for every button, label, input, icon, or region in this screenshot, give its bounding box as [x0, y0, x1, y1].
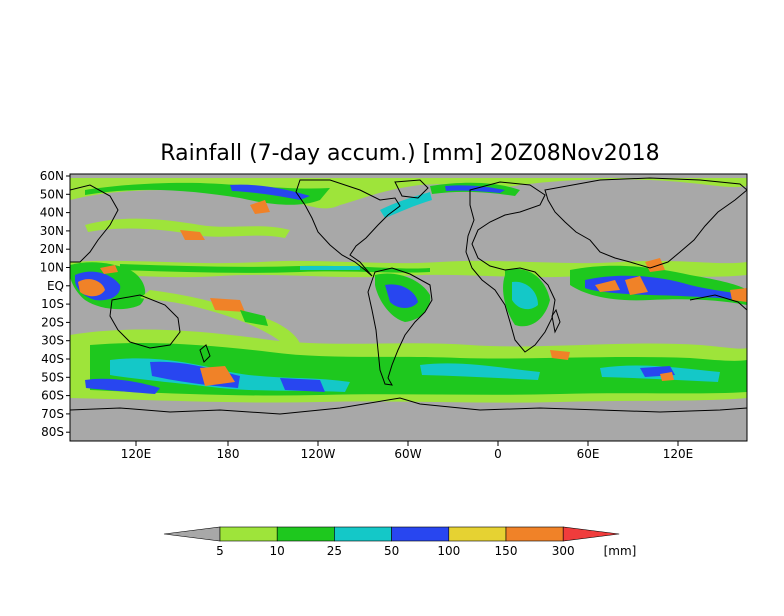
lon-label: 120W [301, 447, 336, 461]
lat-label: 60N [40, 169, 64, 183]
legend-swatch [276, 526, 335, 542]
lat-label: 30N [40, 224, 64, 238]
legend-tick-label: 300 [552, 544, 575, 558]
lat-label: 70S [41, 407, 64, 421]
lon-label: 0 [494, 447, 502, 461]
lon-label: 60E [577, 447, 600, 461]
legend-tick-label: 10 [270, 544, 285, 558]
lat-label: 80S [41, 425, 64, 439]
legend-tick-label: 50 [384, 544, 399, 558]
legend-arrow-high [562, 526, 620, 542]
lon-label: 120E [663, 447, 694, 461]
legend-swatch [448, 526, 507, 542]
legend-unit: [mm] [604, 544, 637, 558]
legend-tick-label: 5 [216, 544, 224, 558]
longitude-axis: 120E 180 120W 60W 0 60E 120E [121, 441, 694, 461]
lat-label: 30S [41, 334, 64, 348]
rainfall-field [70, 178, 747, 403]
lat-label: 10S [41, 297, 64, 311]
colorbar-legend: 5 10 25 50 100 150 300 [mm] [163, 526, 637, 558]
lat-label: 40N [40, 206, 64, 220]
legend-swatch [391, 526, 450, 542]
coastlines [70, 177, 747, 415]
map-panel [70, 174, 747, 441]
lat-label: 60S [41, 389, 64, 403]
legend-swatch [505, 526, 564, 542]
lat-label: 40S [41, 352, 64, 366]
lon-label: 60W [394, 447, 421, 461]
map-title: Rainfall (7-day accum.) [mm] 20Z08Nov201… [160, 141, 659, 166]
lat-label: 20S [41, 315, 64, 329]
latitude-axis: 60N 50N 40N 30N 20N 10N EQ 10S 20S 30S 40S 50S 60S 70… [40, 169, 70, 439]
lat-label: 20N [40, 242, 64, 256]
lat-label: 50N [40, 187, 64, 201]
legend-swatch [334, 526, 392, 542]
legend-swatch [219, 526, 278, 542]
legend-tick-label: 100 [437, 544, 460, 558]
lon-label: 180 [217, 447, 240, 461]
lat-label: EQ [47, 279, 64, 293]
legend-arrow-low [163, 526, 221, 542]
lon-label: 120E [121, 447, 152, 461]
legend-tick-label: 150 [495, 544, 518, 558]
lat-label: 10N [40, 261, 64, 275]
legend-tick-label: 25 [327, 544, 342, 558]
lat-label: 50S [41, 370, 64, 384]
